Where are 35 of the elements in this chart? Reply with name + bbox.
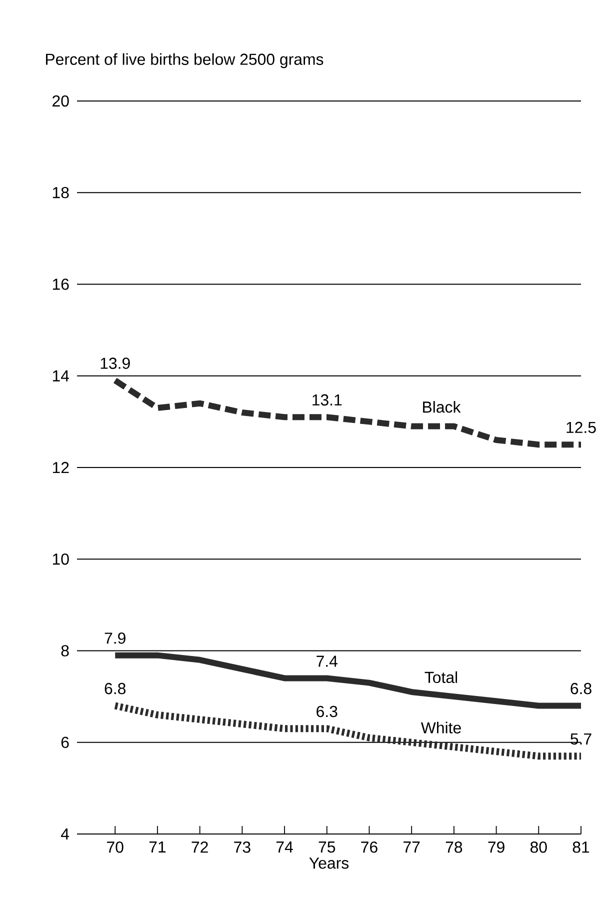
series-label: Black (423, 401, 461, 413)
y-tick-label: 16 (52, 278, 69, 290)
data-label: 6.8 (104, 682, 126, 694)
data-label: 13.9 (100, 358, 130, 369)
x-axis-title: Years (309, 858, 349, 869)
y-tick-label: 14 (52, 370, 70, 382)
x-tick-label: 74 (276, 842, 293, 852)
data-label: 13.1 (312, 394, 342, 406)
data-label: 12.5 (566, 422, 596, 434)
x-tick-label: 73 (234, 842, 250, 853)
x-tick-label: 79 (488, 842, 504, 853)
data-label: 6.3 (316, 706, 338, 718)
x-tick-label: 81 (572, 842, 590, 853)
y-tick-label: 4 (60, 828, 70, 840)
x-tick-label: 76 (361, 842, 378, 853)
series-label: Total (424, 671, 458, 684)
x-tick-label: 77 (404, 842, 420, 852)
y-tick-label: 12 (52, 462, 69, 474)
x-tick-label: 71 (149, 842, 166, 852)
data-label: 5.7 (570, 733, 592, 745)
series-label: White (420, 722, 461, 734)
y-tick-label: 8 (61, 645, 69, 656)
x-tick-label: 72 (192, 842, 208, 853)
x-tick-label: 80 (530, 842, 547, 853)
data-label: 6.8 (570, 682, 592, 694)
x-tick-label: 75 (318, 842, 336, 853)
y-tick-label: 6 (61, 736, 69, 748)
y-axis-title: Percent of live births below 2500 grams (46, 53, 324, 68)
y-tick-label: 20 (52, 95, 69, 107)
y-tick-label: 18 (52, 186, 69, 198)
data-label: 7.4 (316, 656, 338, 667)
y-tick-label: 10 (52, 553, 69, 565)
data-label: 7.9 (104, 632, 126, 644)
x-tick-label: 70 (107, 842, 124, 853)
x-tick-label: 78 (446, 842, 462, 853)
